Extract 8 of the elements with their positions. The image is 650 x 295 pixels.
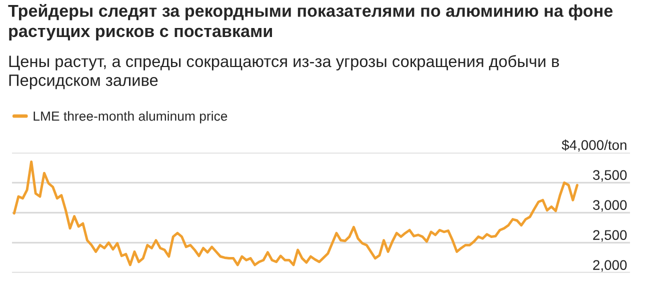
chart-title: Трейдеры следят за рекордными показателями по алюминию на фоне растущих рисков с поставками (8, 4, 613, 41)
legend-label: LME three-month aluminum price (34, 111, 228, 124)
y-tick-label: 3,500 (593, 170, 627, 182)
y-tick-label: 2,000 (593, 260, 627, 272)
y-tick-label: 2,500 (593, 230, 627, 242)
y-tick-label: 3,000 (593, 200, 627, 212)
chart-subtitle: Цены растут, а спреды сокращаются из-за угрозы сокращения добычи в Персидском заливе (9, 55, 559, 90)
y-tick-label: $4,000/ton (562, 140, 626, 152)
